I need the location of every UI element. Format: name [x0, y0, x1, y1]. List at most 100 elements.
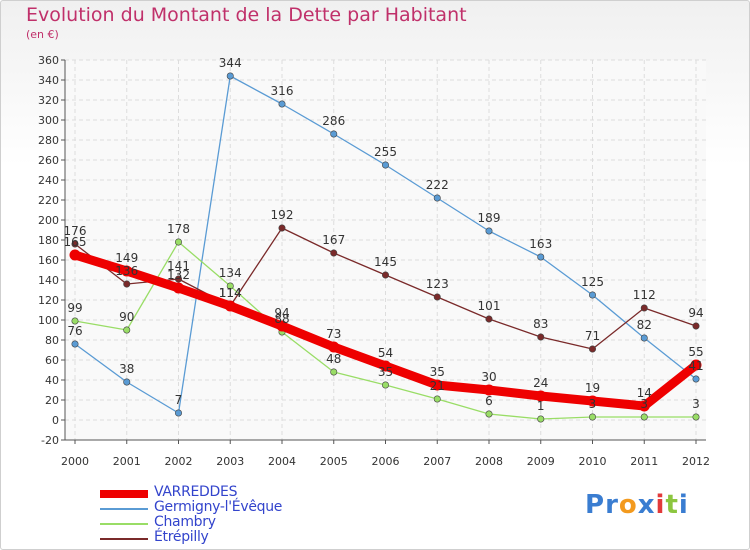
data-label: 101 [478, 299, 501, 313]
logo-letter: t [665, 490, 679, 520]
data-label: 3 [640, 397, 648, 411]
data-label: 83 [533, 317, 548, 331]
data-label: 141 [167, 259, 190, 273]
data-label: 316 [271, 84, 294, 98]
x-tick-label: 2010 [579, 455, 607, 468]
x-tick-label: 2007 [423, 455, 451, 468]
data-label: 125 [581, 275, 604, 289]
data-point [71, 340, 79, 348]
data-label: 35 [430, 365, 445, 379]
y-tick-label: 120 [38, 294, 59, 307]
data-point [537, 253, 545, 261]
data-label: 149 [115, 251, 138, 265]
data-point [692, 413, 700, 421]
y-tick-label: 180 [38, 234, 59, 247]
data-point [588, 345, 596, 353]
data-point [537, 415, 545, 423]
logo-letter: r [605, 490, 619, 520]
x-tick-label: 2004 [268, 455, 296, 468]
x-tick-label: 2000 [61, 455, 89, 468]
y-tick-label: 360 [38, 54, 59, 67]
data-label: 48 [326, 352, 341, 366]
data-label: 134 [219, 266, 242, 280]
y-tick-label: 20 [45, 394, 59, 407]
logo-letter: P [585, 490, 606, 520]
chart-subtitle: (en €) [26, 28, 59, 41]
data-label: 178 [167, 222, 190, 236]
data-label: 165 [64, 235, 87, 249]
data-label: 222 [426, 178, 449, 192]
data-label: 76 [67, 324, 82, 338]
data-label: 112 [633, 288, 656, 302]
data-point [433, 293, 441, 301]
legend-label: Germigny-l'Évêque [154, 499, 283, 515]
x-tick-label: 2002 [165, 455, 193, 468]
x-tick-label: 2003 [216, 455, 244, 468]
y-tick-label: 260 [38, 154, 59, 167]
data-point [330, 249, 338, 257]
x-tick-label: 2011 [630, 455, 658, 468]
data-point [381, 381, 389, 389]
data-point [535, 390, 547, 402]
data-label: 73 [326, 327, 341, 341]
proxiti-logo: Proxiti [585, 490, 689, 520]
data-point [431, 379, 443, 391]
data-point [330, 130, 338, 138]
data-label: 41 [688, 359, 703, 373]
data-point [123, 326, 131, 334]
data-label: 145 [374, 255, 397, 269]
y-tick-label: 200 [38, 214, 59, 227]
data-label: 132 [167, 268, 190, 282]
data-label: 14 [637, 386, 652, 400]
data-point [175, 409, 183, 417]
legend-label: Étrépilly [154, 529, 209, 545]
y-tick-label: 160 [38, 254, 59, 267]
data-point [224, 300, 236, 312]
x-tick-label: 2009 [527, 455, 555, 468]
x-tick-label: 2005 [320, 455, 348, 468]
data-point [69, 249, 81, 261]
y-tick-label: 40 [45, 374, 59, 387]
data-point [173, 282, 184, 294]
data-label: 94 [688, 306, 703, 320]
data-point [433, 395, 441, 403]
data-label: 167 [322, 233, 345, 247]
x-tick-label: 2001 [113, 455, 141, 468]
y-tick-label: 220 [38, 194, 59, 207]
x-tick-label: 2008 [475, 455, 503, 468]
data-point [433, 194, 441, 202]
y-tick-label: -20 [41, 434, 59, 447]
logo-letter: o [618, 490, 638, 520]
data-label: 176 [64, 224, 87, 238]
y-tick-label: 300 [38, 114, 59, 127]
data-point [175, 275, 183, 283]
data-point [278, 100, 286, 108]
data-label: 55 [688, 345, 703, 359]
legend-swatch [100, 523, 148, 525]
x-tick-label: 2006 [372, 455, 400, 468]
data-label: 35 [378, 365, 393, 379]
data-label: 255 [374, 145, 397, 159]
data-label: 21 [430, 379, 445, 393]
y-tick-label: 320 [38, 94, 59, 107]
data-point [123, 378, 131, 386]
data-label: 19 [585, 381, 600, 395]
data-point [640, 413, 648, 421]
data-point [330, 368, 338, 376]
data-point [485, 227, 493, 235]
data-point [485, 315, 493, 323]
legend-label: VARREDDES [154, 484, 238, 500]
data-label: 30 [481, 370, 496, 384]
logo-letter: i [655, 490, 666, 520]
data-label: 286 [322, 114, 345, 128]
y-tick-label: 80 [45, 334, 59, 347]
y-tick-label: 140 [38, 274, 59, 287]
data-point [692, 375, 700, 383]
data-label: 1 [537, 399, 545, 413]
y-tick-label: 240 [38, 174, 59, 187]
data-point [638, 400, 650, 412]
data-label: 7 [175, 393, 183, 407]
legend-swatch [100, 490, 148, 498]
data-label: 82 [637, 318, 652, 332]
data-label: 94 [274, 306, 289, 320]
